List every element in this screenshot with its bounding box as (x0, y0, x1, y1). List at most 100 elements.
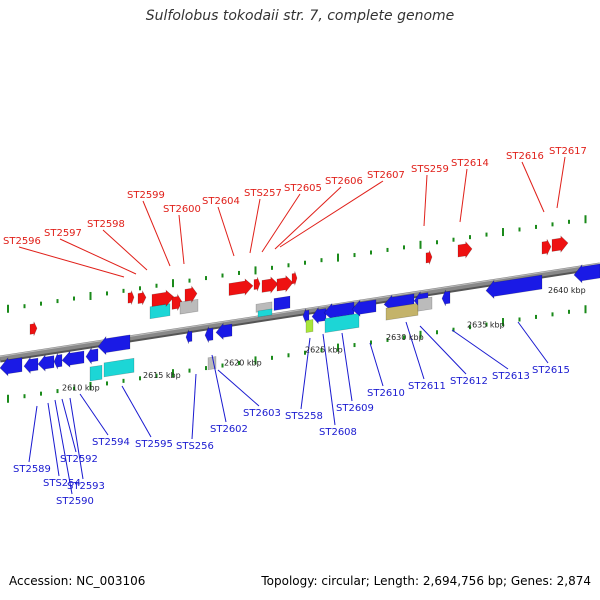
tick-mark (304, 350, 306, 355)
leader-line (102, 229, 148, 271)
leader-line (369, 342, 384, 387)
gene-feature (151, 289, 175, 308)
gene-feature (204, 326, 214, 343)
gene-label-st2608: ST2608 (319, 427, 357, 438)
leader-line (556, 156, 566, 209)
gene-feature (29, 321, 38, 336)
tick-mark (485, 232, 488, 237)
tick-mark (452, 327, 455, 332)
gene-feature (457, 241, 473, 259)
tick-mark (23, 394, 26, 399)
leader-line (405, 321, 425, 380)
gene-label-st2594: ST2594 (92, 437, 130, 448)
tick-mark (73, 386, 75, 391)
gene-label-st2603: ST2603 (243, 408, 281, 419)
tick-mark (403, 245, 405, 250)
gene-feature (89, 364, 103, 382)
accession-text: Accession: NC_003106 (9, 574, 146, 588)
tick-mark (337, 343, 339, 352)
gene-label-st2605: ST2605 (284, 183, 322, 194)
tick-mark (254, 356, 257, 365)
gene-label-st2589: ST2589 (13, 464, 51, 475)
leader-line (279, 180, 384, 248)
tick-mark (436, 330, 438, 335)
gene-feature (184, 285, 198, 304)
leader-line (59, 238, 137, 275)
tick-mark (370, 340, 372, 345)
gene-label-st2606: ST2606 (325, 176, 363, 187)
gene-feature (485, 274, 543, 300)
gene-label-st2612: ST2612 (450, 376, 488, 387)
gene-feature (441, 289, 451, 307)
tick-mark (419, 330, 422, 339)
tick-mark (271, 265, 273, 270)
gene-feature (324, 313, 360, 333)
leader-line (18, 246, 125, 278)
tick-mark (535, 314, 537, 319)
tick-mark (287, 263, 290, 268)
gene-label-st2614: ST2614 (451, 158, 489, 169)
gene-feature (273, 295, 291, 311)
leader-line (517, 321, 549, 364)
gene-feature (261, 276, 279, 294)
tick-mark (502, 318, 504, 327)
tick-mark (518, 227, 521, 232)
gene-label-st2609: ST2609 (336, 403, 374, 414)
gene-label-st2597: ST2597 (44, 228, 82, 239)
gene-feature (276, 274, 294, 293)
gene-feature (573, 263, 600, 284)
leader-line (191, 373, 197, 440)
gene-feature (185, 329, 193, 344)
gene-features (0, 235, 600, 382)
tick-mark (254, 266, 257, 275)
label-leaders (18, 156, 566, 495)
tick-mark (568, 309, 570, 314)
gene-feature (351, 299, 377, 317)
tick-mark (502, 228, 504, 237)
leader-line (521, 161, 545, 213)
tick-mark (287, 353, 290, 358)
tick-mark (172, 369, 174, 378)
gene-feature (103, 357, 135, 378)
tick-mark (485, 322, 488, 327)
ruler-label-2625: 2625 kbp (305, 346, 343, 355)
gene-label-sts257: STS257 (244, 188, 282, 199)
leader-line (142, 200, 171, 267)
gene-label-st2607: ST2607 (367, 170, 405, 181)
gene-label-st2593: ST2593 (67, 481, 105, 492)
tick-mark (452, 237, 455, 242)
tick-mark (7, 304, 9, 313)
gene-label-st2595: ST2595 (135, 439, 173, 450)
gene-label-st2611: ST2611 (408, 381, 446, 392)
tick-mark (386, 337, 389, 342)
tick-mark (370, 250, 372, 255)
tick-mark (188, 368, 191, 373)
tick-mark (551, 222, 554, 227)
tick-mark (56, 299, 59, 304)
tick-mark (568, 219, 570, 224)
gene-label-sts259: STS259 (411, 164, 449, 175)
tick-mark (238, 360, 240, 365)
gene-feature (53, 352, 63, 370)
ruler-labels: 2610 kbp 2615 kbp 2620 kbp 2625 kbp 2630 kbp… (62, 286, 586, 392)
gene-label-st2604: ST2604 (202, 196, 240, 207)
leader-line (69, 397, 84, 480)
leader-line (79, 393, 109, 436)
genome-axis (0, 262, 600, 363)
ruler-label-2615: 2615 kbp (143, 371, 181, 380)
tick-mark (353, 343, 356, 348)
ruler-label-2630: 2630 kbp (386, 333, 424, 342)
gene-feature (291, 271, 298, 286)
gene-feature (541, 239, 552, 256)
leader-line (121, 385, 152, 438)
tick-mark (7, 394, 9, 403)
tick-mark (73, 296, 75, 301)
leader-line (54, 399, 73, 495)
leader-line (341, 332, 353, 402)
tick-mark (89, 291, 92, 300)
tick-mark (56, 389, 59, 394)
tick-mark (584, 305, 587, 314)
tick-mark (535, 224, 537, 229)
leader-line (217, 206, 235, 257)
